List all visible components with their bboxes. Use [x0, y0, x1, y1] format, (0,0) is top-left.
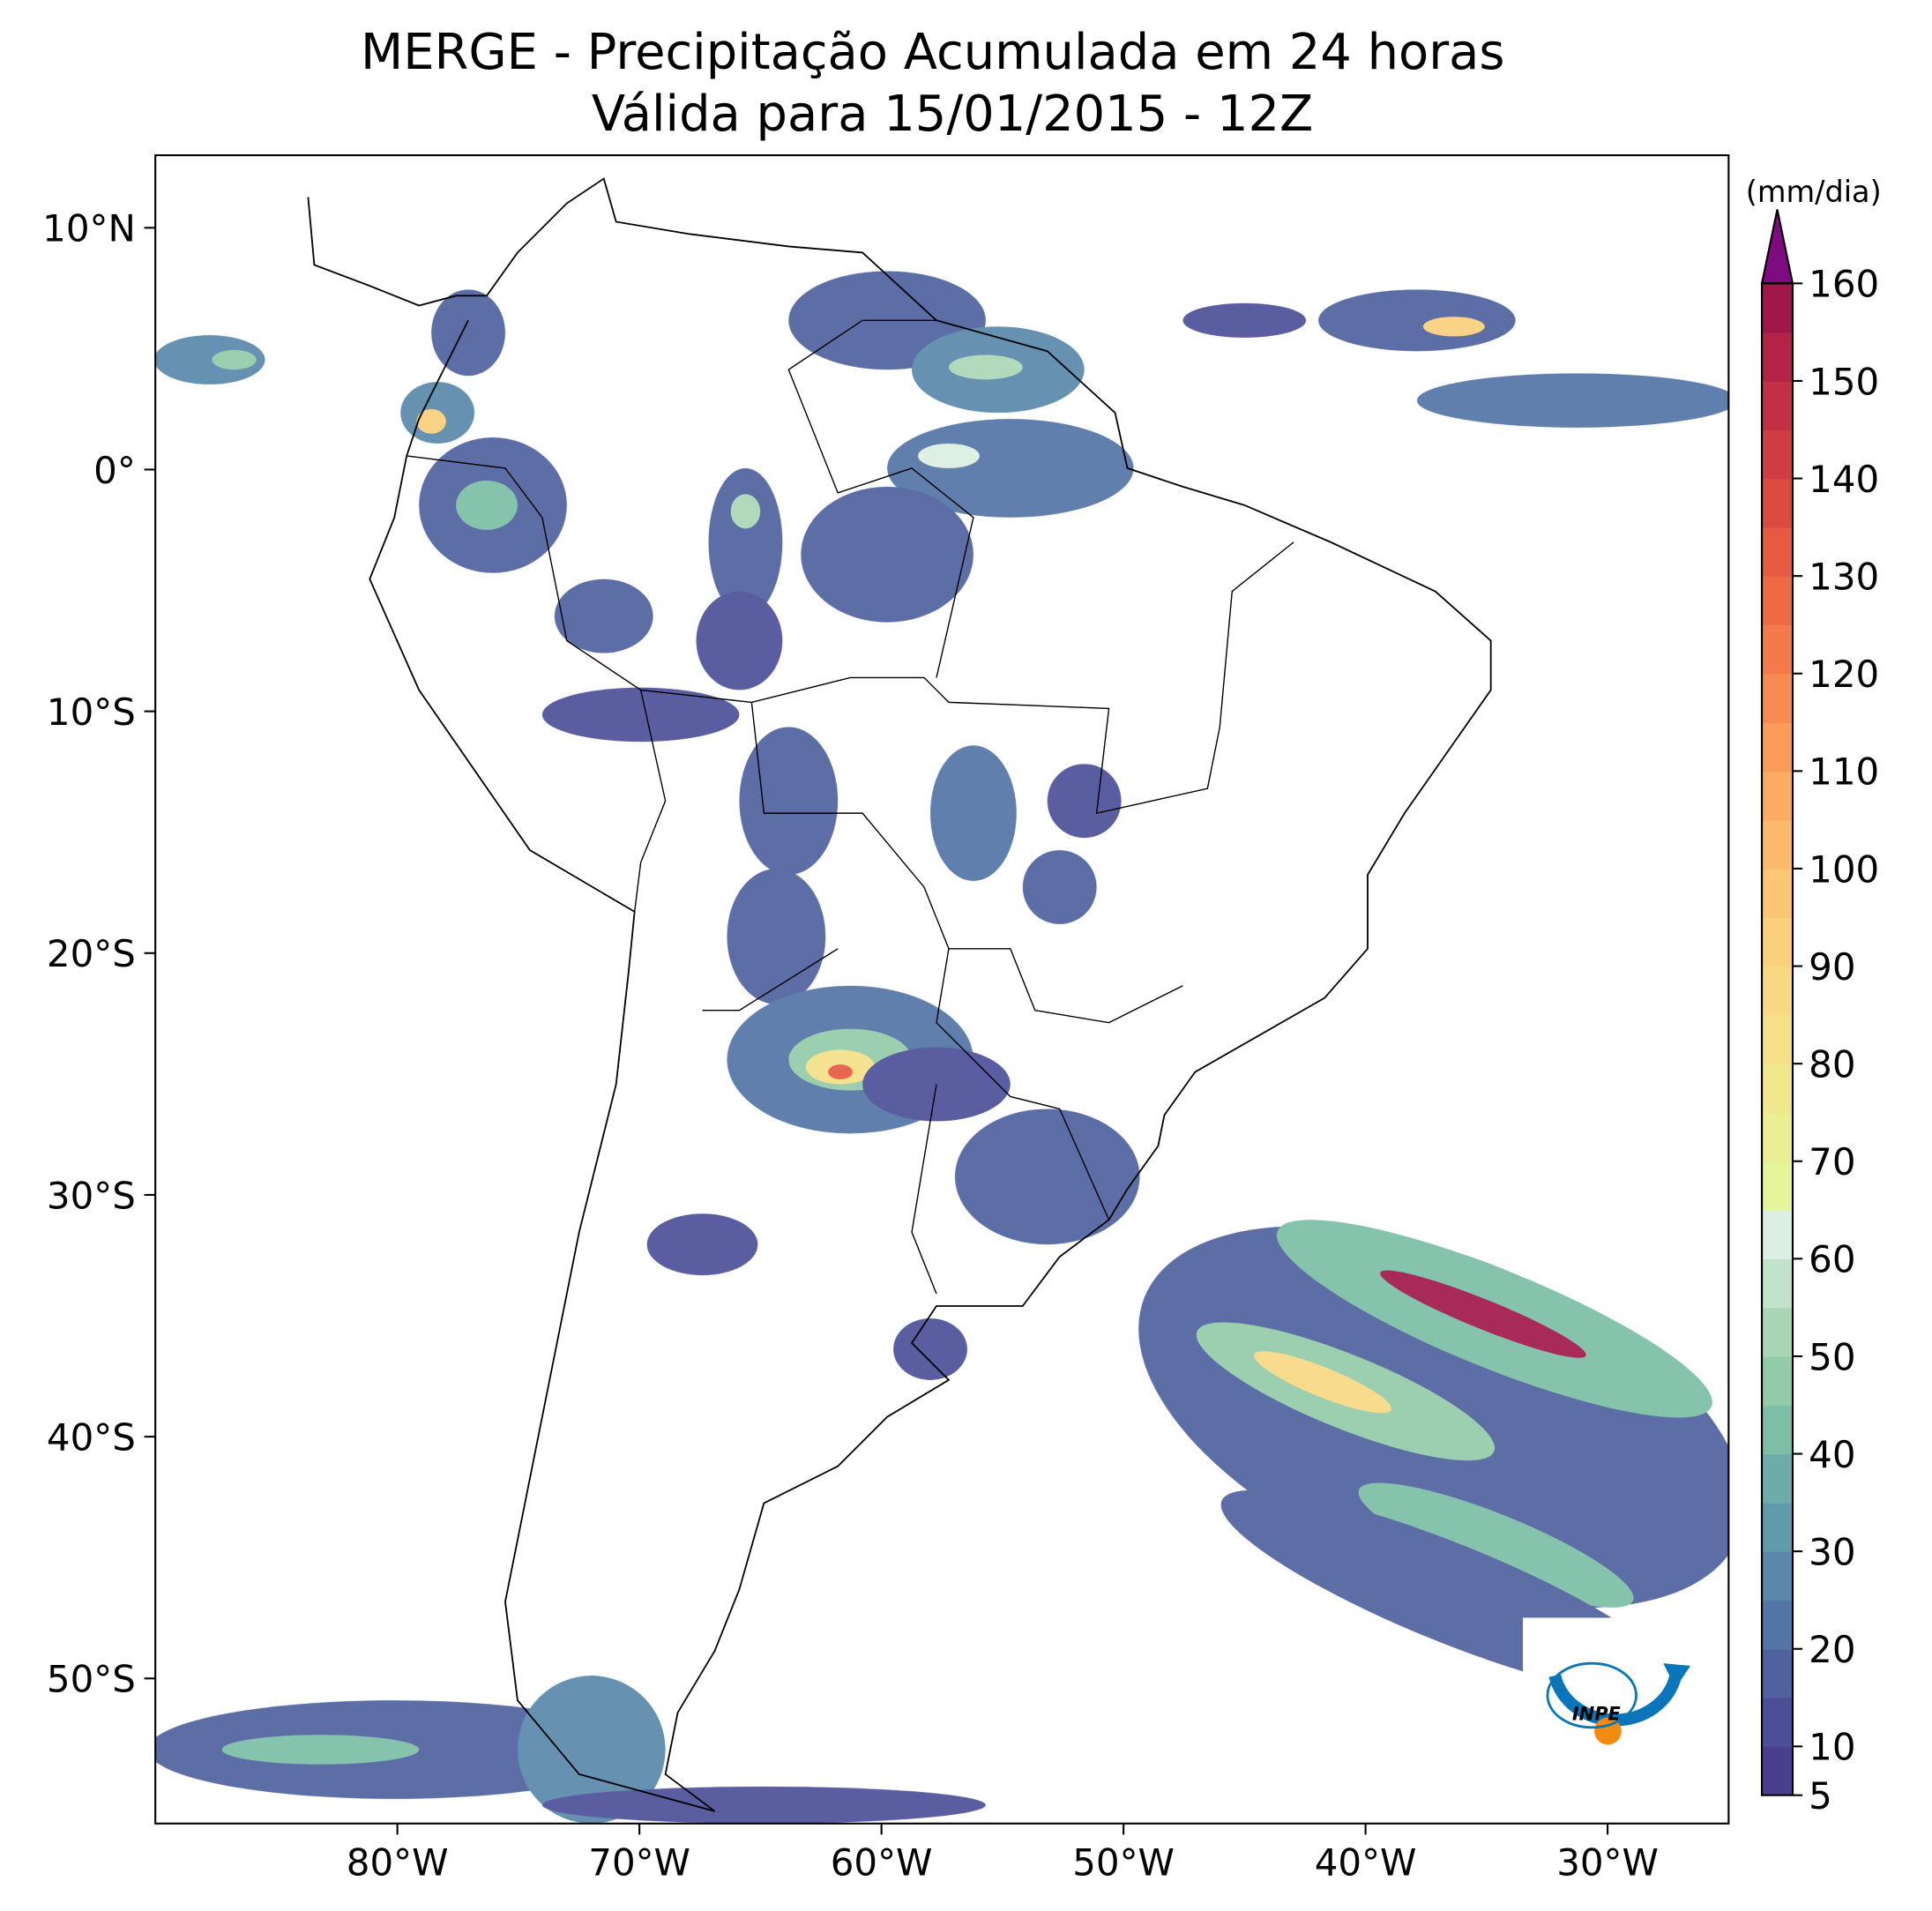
- colorbar-segment: [1762, 1698, 1793, 1748]
- colorbar-segment: [1762, 1648, 1793, 1698]
- colorbar-tick-label: 10: [1809, 1726, 1855, 1769]
- y-tick-label: 40°S: [47, 1416, 136, 1459]
- x-tick-label: 50°W: [1072, 1840, 1175, 1884]
- colorbar-segment: [1762, 380, 1793, 430]
- colorbar-segment: [1762, 1112, 1793, 1162]
- y-tick-label: 50°S: [47, 1658, 136, 1701]
- colorbar-tick-label: 80: [1809, 1043, 1855, 1086]
- colorbar-segment: [1762, 1307, 1793, 1357]
- colorbar-tick-label: 130: [1809, 556, 1879, 599]
- colorbar-segment: [1762, 1161, 1793, 1211]
- colorbar-segment: [1762, 1502, 1793, 1552]
- colorbar-segment: [1762, 722, 1793, 773]
- colorbar-segment: [1762, 283, 1793, 333]
- precipitation-field: [155, 271, 1729, 1824]
- x-tick-label: 60°W: [831, 1840, 933, 1884]
- title: MERGE - Precipitação Acumulada em 24 hor…: [361, 24, 1505, 81]
- colorbar-segment: [1762, 1258, 1793, 1309]
- colorbar-segment: [1762, 1064, 1793, 1114]
- colorbar-segment: [1762, 1210, 1793, 1260]
- x-tick-label: 80°W: [347, 1840, 449, 1884]
- colorbar-segment: [1762, 1600, 1793, 1650]
- colorbar-tick-label: 70: [1809, 1140, 1855, 1183]
- colorbar-tick-label: 160: [1809, 263, 1879, 306]
- colorbar-segment: [1762, 771, 1793, 821]
- coastline: [307, 177, 1492, 1812]
- map-frame: [154, 153, 1730, 1825]
- colorbar-tick-label: 50: [1809, 1335, 1855, 1378]
- colorbar-tick-label: 140: [1809, 458, 1879, 501]
- colorbar-tick-label: 90: [1809, 945, 1855, 989]
- colorbar-segment: [1762, 332, 1793, 382]
- colorbar-tick-label: 110: [1809, 750, 1879, 794]
- y-tick-label: 10°S: [47, 690, 136, 734]
- colorbar-segment: [1762, 1746, 1793, 1796]
- subtitle: Válida para 15/01/2015 - 12Z: [592, 86, 1313, 143]
- colorbar-segment: [1762, 478, 1793, 528]
- colorbar-segment: [1762, 819, 1793, 870]
- colorbar-segment: [1762, 576, 1793, 626]
- x-tick-label: 40°W: [1315, 1840, 1417, 1884]
- y-tick-label: 0°: [93, 449, 136, 492]
- logo-text: INPE: [1572, 1703, 1622, 1724]
- y-tick-label: 30°S: [47, 1174, 136, 1217]
- colorbar-segment: [1762, 526, 1793, 577]
- colorbar-frame: [1761, 282, 1794, 1796]
- colorbar-segment: [1762, 673, 1793, 723]
- colorbar-segment: [1762, 966, 1793, 1016]
- colorbar-segment: [1762, 1551, 1793, 1601]
- logo: INPE: [1523, 1617, 1711, 1746]
- colorbar-tick-label: 30: [1809, 1531, 1855, 1574]
- colorbar-tick-label: 150: [1809, 360, 1879, 403]
- y-tick-label: 20°S: [47, 932, 136, 975]
- colorbar-tick-label: 60: [1809, 1238, 1855, 1281]
- colorbar-extend: [1760, 209, 1794, 285]
- country-borders: [407, 319, 1294, 1295]
- colorbar-tick-label: 120: [1809, 653, 1879, 696]
- colorbar-label: (mm/dia): [1746, 175, 1882, 209]
- colorbar-segment: [1762, 624, 1793, 675]
- colorbar-segment: [1762, 1014, 1793, 1064]
- colorbar-tick-label: 5: [1809, 1774, 1832, 1818]
- colorbar-segment: [1762, 1355, 1793, 1406]
- colorbar-tick-label: 100: [1809, 847, 1879, 891]
- colorbar-segment: [1762, 429, 1793, 480]
- colorbar-segment: [1762, 1405, 1793, 1455]
- colorbar-tick-label: 20: [1809, 1628, 1855, 1671]
- colorbar-segment: [1762, 868, 1793, 918]
- colorbar-tick-label: 40: [1809, 1433, 1855, 1476]
- x-tick-label: 30°W: [1556, 1840, 1659, 1884]
- x-tick-label: 70°W: [588, 1840, 690, 1884]
- colorbar-segment: [1762, 1453, 1793, 1504]
- y-tick-label: 10°N: [42, 207, 136, 250]
- colorbar-segment: [1762, 917, 1793, 967]
